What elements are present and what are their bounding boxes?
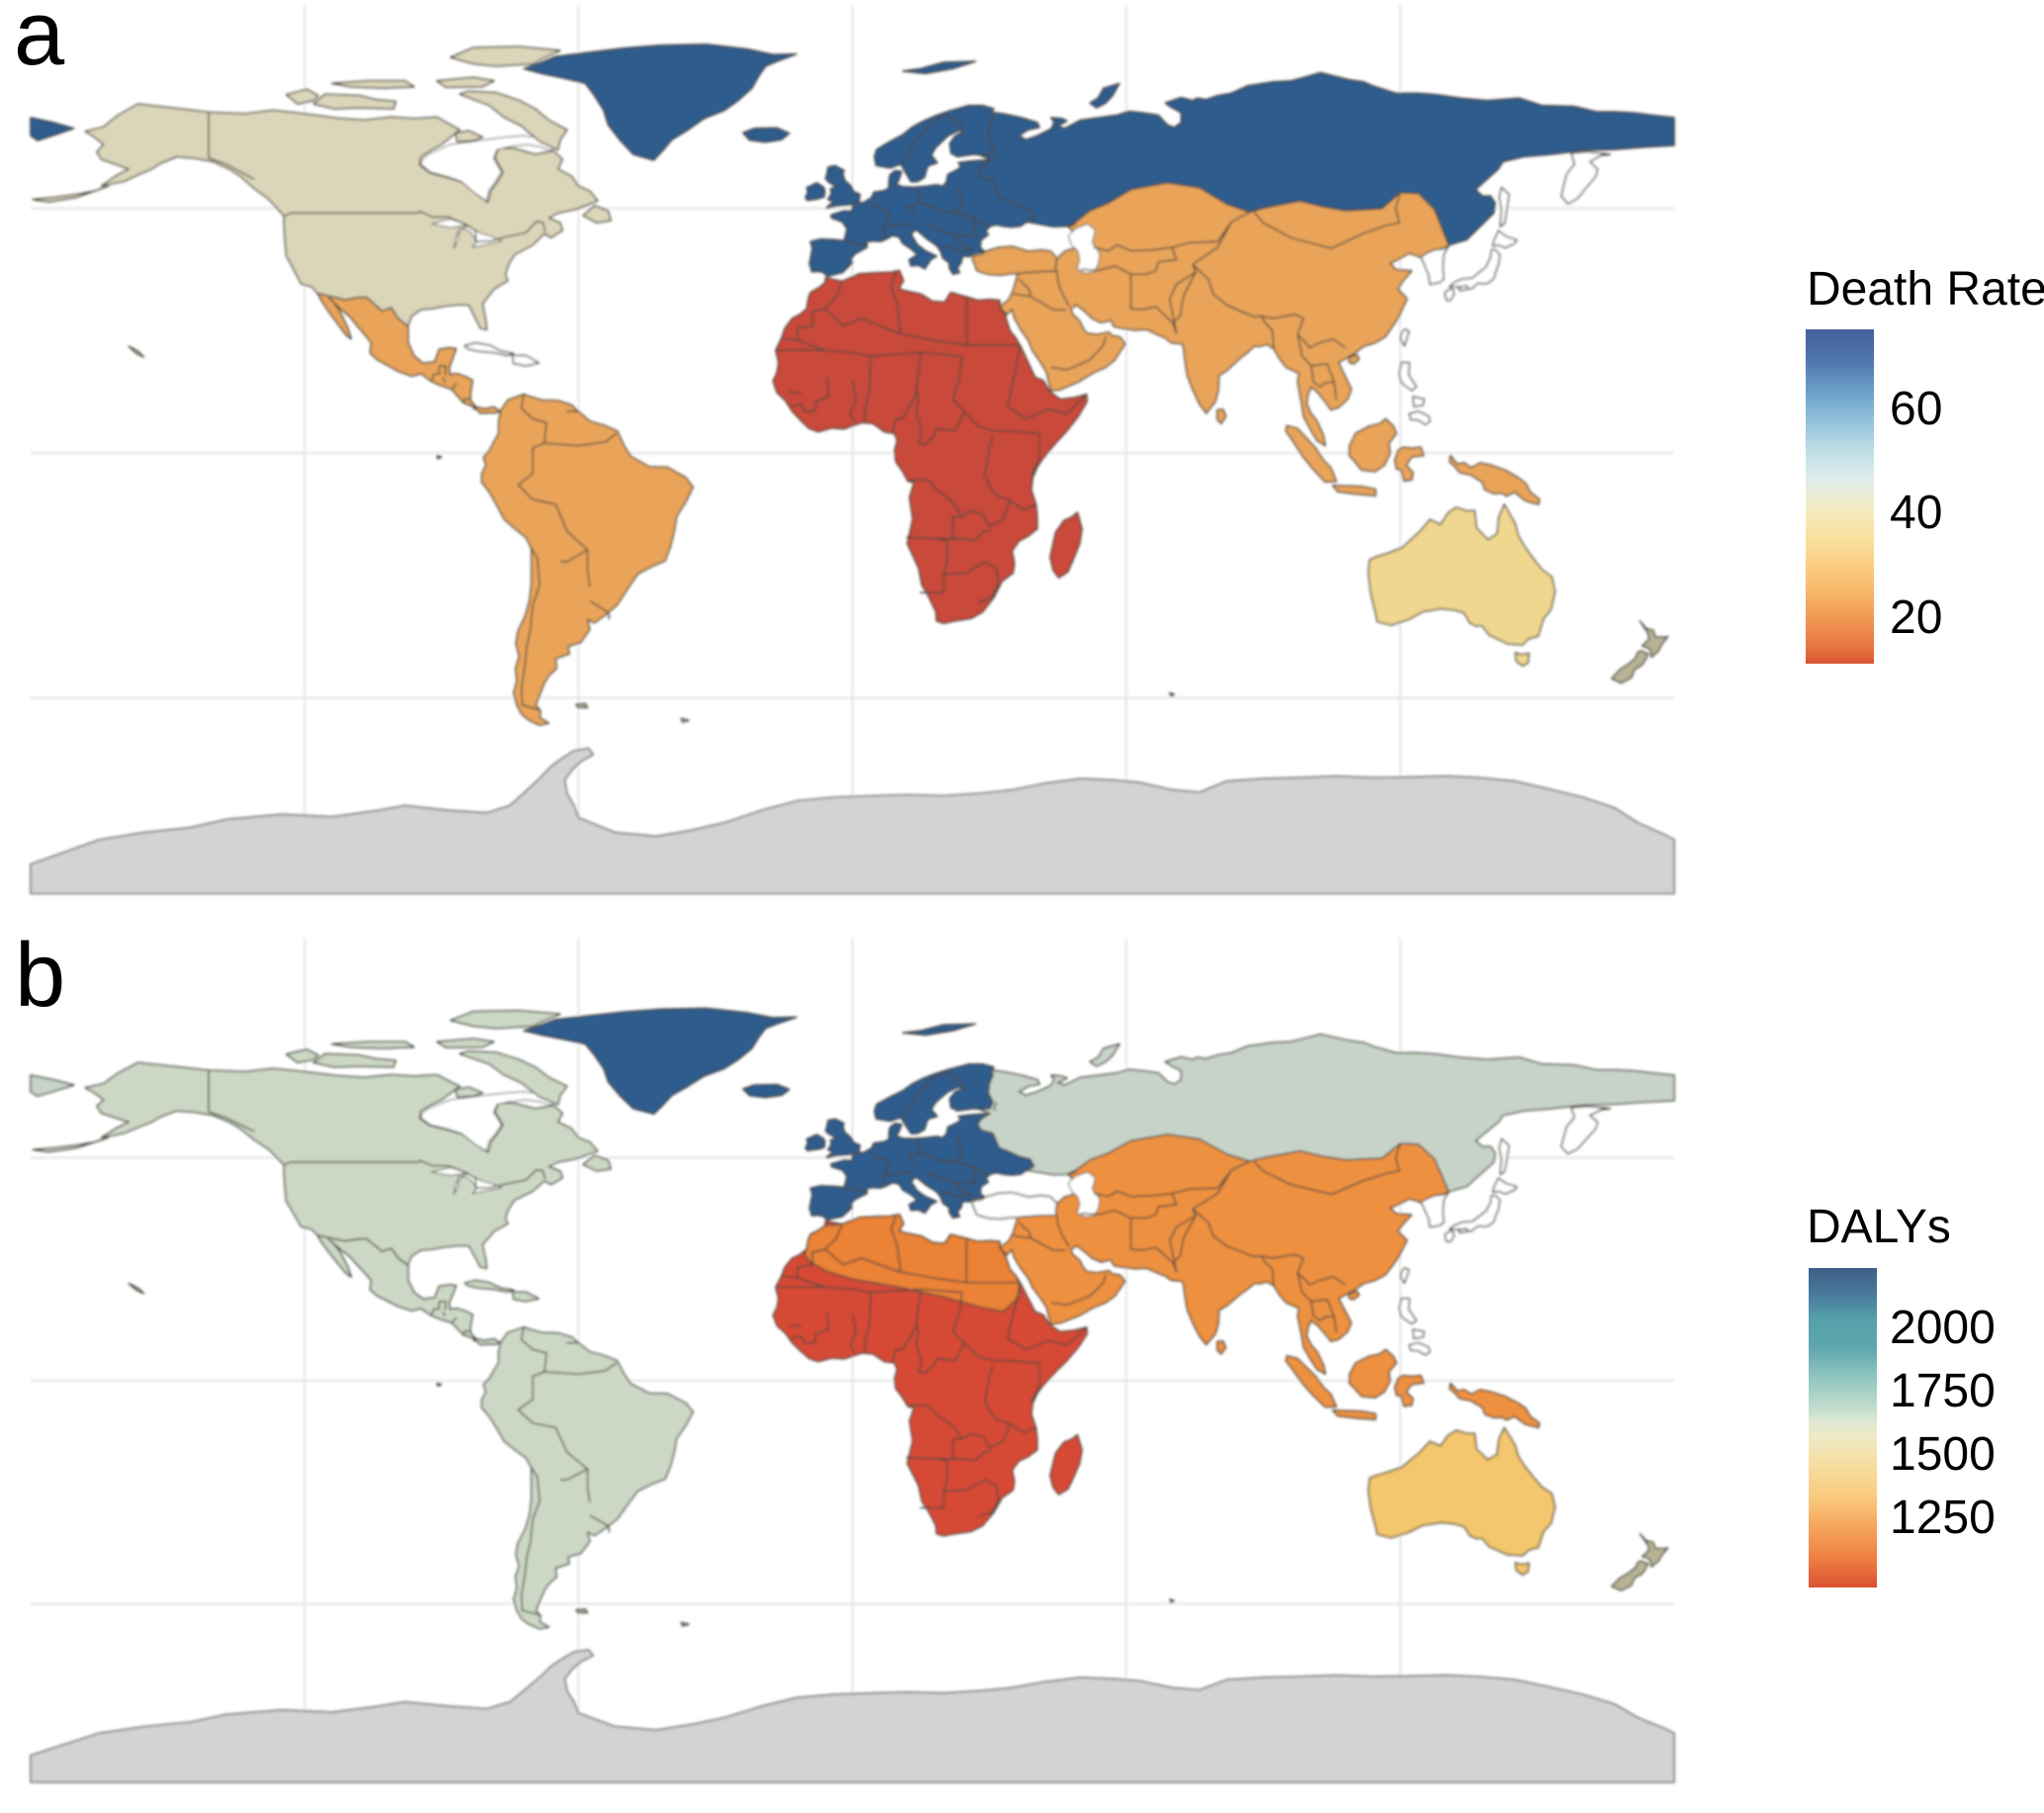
svg-text:60: 60	[1890, 383, 1942, 435]
svg-text:DALYs: DALYs	[1807, 1201, 1951, 1253]
svg-text:1750: 1750	[1890, 1365, 1996, 1417]
svg-text:b: b	[15, 925, 65, 1026]
svg-text:2000: 2000	[1890, 1302, 1996, 1354]
svg-text:20: 20	[1890, 591, 1942, 644]
svg-text:a: a	[14, 0, 65, 84]
svg-text:Death Rate: Death Rate	[1807, 263, 2044, 316]
svg-text:1250: 1250	[1890, 1492, 1996, 1544]
svg-text:1500: 1500	[1890, 1428, 1996, 1481]
svg-text:40: 40	[1890, 487, 1942, 539]
